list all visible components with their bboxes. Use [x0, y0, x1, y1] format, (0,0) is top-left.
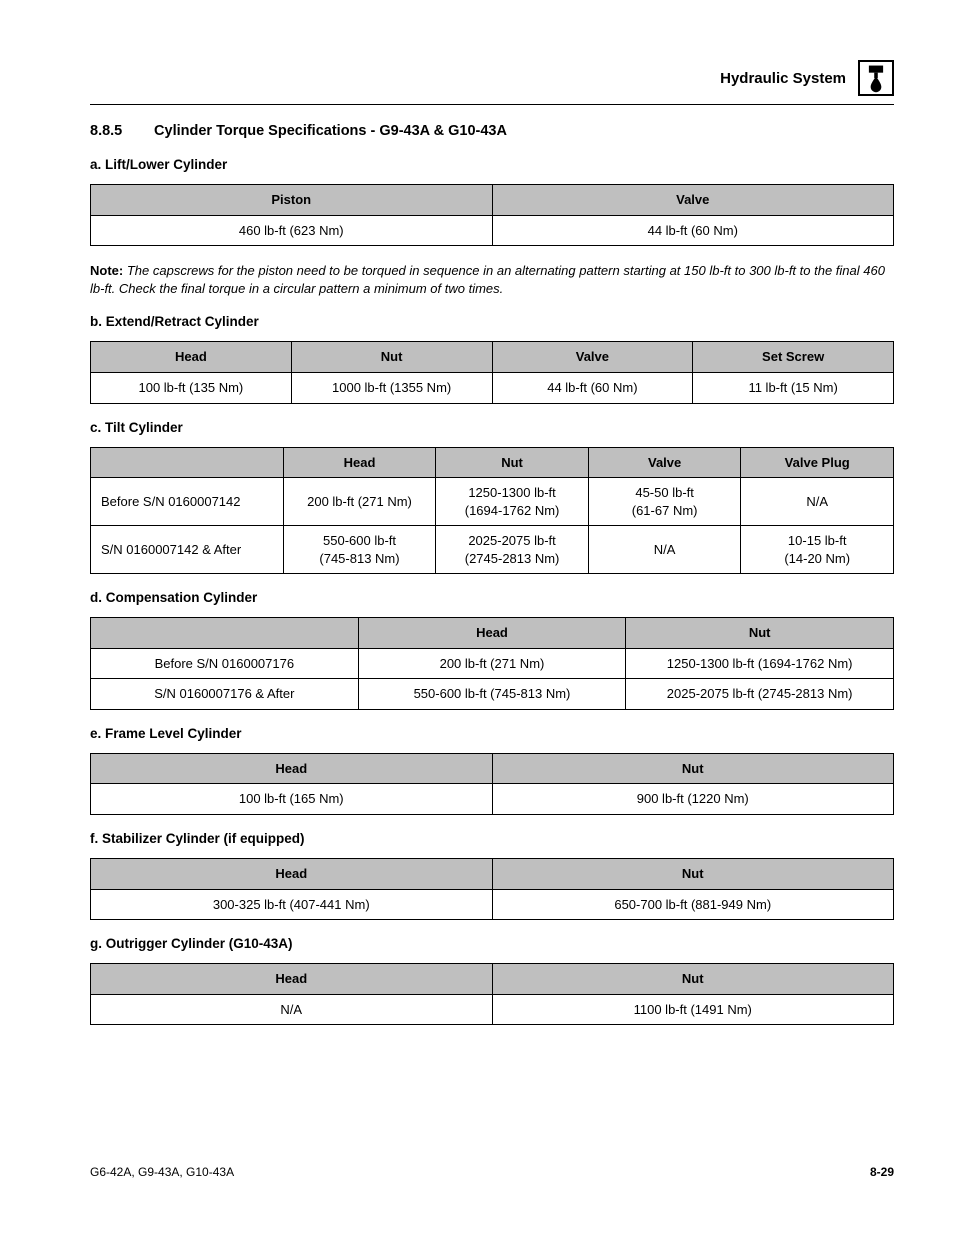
table-row: N/A 1100 lb-ft (1491 Nm)	[91, 994, 894, 1025]
table-b: Head Nut Valve Set Screw 100 lb-ft (135 …	[90, 341, 894, 403]
subsection-b: b. Extend/Retract Cylinder Head Nut Valv…	[90, 314, 894, 403]
cell: Before S/N 0160007176	[91, 648, 359, 679]
header-rule	[90, 104, 894, 105]
table-f: Head Nut 300-325 lb-ft (407-441 Nm) 650-…	[90, 858, 894, 920]
subsection-d: d. Compensation Cylinder Head Nut Before…	[90, 590, 894, 710]
sub-c-label: c. Tilt Cylinder	[90, 420, 894, 435]
table-header-row: Head Nut Valve Valve Plug	[91, 447, 894, 478]
col-nut: Nut	[436, 447, 589, 478]
cell: 100 lb-ft (135 Nm)	[91, 373, 292, 404]
cell: 1000 lb-ft (1355 Nm)	[291, 373, 492, 404]
subsection-a: a. Lift/Lower Cylinder Piston Valve 460 …	[90, 157, 894, 298]
table-row: 460 lb-ft (623 Nm) 44 lb-ft (60 Nm)	[91, 215, 894, 246]
cell: 1250-1300 lb-ft(1694-1762 Nm)	[436, 478, 589, 526]
col-nut: Nut	[626, 618, 894, 649]
col-nut: Nut	[291, 342, 492, 373]
table-a: Piston Valve 460 lb-ft (623 Nm) 44 lb-ft…	[90, 184, 894, 246]
cell: S/N 0160007142 & After	[91, 526, 284, 574]
col-head: Head	[283, 447, 436, 478]
subsection-g: g. Outrigger Cylinder (G10-43A) Head Nut…	[90, 936, 894, 1025]
cell: N/A	[588, 526, 741, 574]
footer-page-number: 8-29	[870, 1165, 894, 1179]
col-set-screw: Set Screw	[693, 342, 894, 373]
table-c: Head Nut Valve Valve Plug Before S/N 016…	[90, 447, 894, 575]
cell: 44 lb-ft (60 Nm)	[492, 373, 693, 404]
cell: 200 lb-ft (271 Nm)	[283, 478, 436, 526]
col-blank	[91, 447, 284, 478]
col-valve-plug: Valve Plug	[741, 447, 894, 478]
cell: 45-50 lb-ft(61-67 Nm)	[588, 478, 741, 526]
cell: Before S/N 0160007142	[91, 478, 284, 526]
section-title: Cylinder Torque Specifications - G9-43A …	[154, 123, 507, 139]
cell: 550-600 lb-ft (745-813 Nm)	[358, 679, 626, 710]
cell: N/A	[741, 478, 894, 526]
sub-e-label: e. Frame Level Cylinder	[90, 726, 894, 741]
hydraulic-icon	[858, 60, 894, 96]
section-number: 8.8.5	[90, 123, 150, 139]
subsection-e: e. Frame Level Cylinder Head Nut 100 lb-…	[90, 726, 894, 815]
table-row: S/N 0160007176 & After 550-600 lb-ft (74…	[91, 679, 894, 710]
cell: 1250-1300 lb-ft (1694-1762 Nm)	[626, 648, 894, 679]
cell: 550-600 lb-ft(745-813 Nm)	[283, 526, 436, 574]
col-nut: Nut	[492, 859, 894, 890]
col-head: Head	[358, 618, 626, 649]
table-header-row: Head Nut	[91, 964, 894, 995]
cell: 460 lb-ft (623 Nm)	[91, 215, 493, 246]
cell: 2025-2075 lb-ft (2745-2813 Nm)	[626, 679, 894, 710]
cell: 900 lb-ft (1220 Nm)	[492, 784, 894, 815]
table-row: Before S/N 0160007176 200 lb-ft (271 Nm)…	[91, 648, 894, 679]
table-row: 300-325 lb-ft (407-441 Nm) 650-700 lb-ft…	[91, 889, 894, 920]
col-head: Head	[91, 753, 493, 784]
sub-a-label: a. Lift/Lower Cylinder	[90, 157, 894, 172]
subsection-c: c. Tilt Cylinder Head Nut Valve Valve Pl…	[90, 420, 894, 575]
note-label: Note:	[90, 263, 123, 278]
cell: 44 lb-ft (60 Nm)	[492, 215, 894, 246]
col-blank	[91, 618, 359, 649]
table-d: Head Nut Before S/N 0160007176 200 lb-ft…	[90, 617, 894, 710]
table-header-row: Head Nut	[91, 753, 894, 784]
cell: 650-700 lb-ft (881-949 Nm)	[492, 889, 894, 920]
cell: 200 lb-ft (271 Nm)	[358, 648, 626, 679]
note-text: The capscrews for the piston need to be …	[90, 263, 885, 296]
cell: S/N 0160007176 & After	[91, 679, 359, 710]
note: Note: The capscrews for the piston need …	[90, 262, 894, 298]
page-header: Hydraulic System	[90, 60, 894, 96]
footer-left: G6-42A, G9-43A, G10-43A	[90, 1165, 234, 1179]
sub-d-label: d. Compensation Cylinder	[90, 590, 894, 605]
sub-b-label: b. Extend/Retract Cylinder	[90, 314, 894, 329]
col-head: Head	[91, 964, 493, 995]
col-nut: Nut	[492, 964, 894, 995]
col-head: Head	[91, 859, 493, 890]
cell: 1100 lb-ft (1491 Nm)	[492, 994, 894, 1025]
table-header-row: Head Nut	[91, 859, 894, 890]
col-valve: Valve	[492, 342, 693, 373]
col-valve: Valve	[492, 185, 894, 216]
col-piston: Piston	[91, 185, 493, 216]
table-row: 100 lb-ft (135 Nm) 1000 lb-ft (1355 Nm) …	[91, 373, 894, 404]
table-header-row: Head Nut	[91, 618, 894, 649]
table-e: Head Nut 100 lb-ft (165 Nm) 900 lb-ft (1…	[90, 753, 894, 815]
section-heading: 8.8.5 Cylinder Torque Specifications - G…	[90, 123, 894, 139]
table-header-row: Head Nut Valve Set Screw	[91, 342, 894, 373]
page-footer: G6-42A, G9-43A, G10-43A 8-29	[90, 1165, 894, 1179]
col-valve: Valve	[588, 447, 741, 478]
header-title: Hydraulic System	[720, 70, 846, 87]
col-nut: Nut	[492, 753, 894, 784]
col-head: Head	[91, 342, 292, 373]
sub-g-label: g. Outrigger Cylinder (G10-43A)	[90, 936, 894, 951]
sub-f-label: f. Stabilizer Cylinder (if equipped)	[90, 831, 894, 846]
cell: N/A	[91, 994, 493, 1025]
table-row: S/N 0160007142 & After 550-600 lb-ft(745…	[91, 526, 894, 574]
table-row: Before S/N 0160007142 200 lb-ft (271 Nm)…	[91, 478, 894, 526]
table-row: 100 lb-ft (165 Nm) 900 lb-ft (1220 Nm)	[91, 784, 894, 815]
cell: 11 lb-ft (15 Nm)	[693, 373, 894, 404]
table-header-row: Piston Valve	[91, 185, 894, 216]
cell: 10-15 lb-ft(14-20 Nm)	[741, 526, 894, 574]
table-g: Head Nut N/A 1100 lb-ft (1491 Nm)	[90, 963, 894, 1025]
cell: 300-325 lb-ft (407-441 Nm)	[91, 889, 493, 920]
cell: 2025-2075 lb-ft(2745-2813 Nm)	[436, 526, 589, 574]
subsection-f: f. Stabilizer Cylinder (if equipped) Hea…	[90, 831, 894, 920]
cell: 100 lb-ft (165 Nm)	[91, 784, 493, 815]
